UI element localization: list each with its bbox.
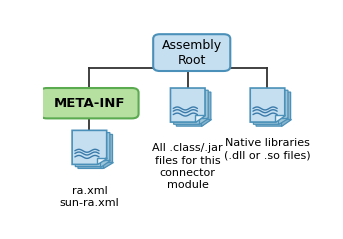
Text: Native libraries
(.dll or .so files): Native libraries (.dll or .so files) bbox=[224, 138, 311, 160]
Polygon shape bbox=[201, 120, 211, 126]
Polygon shape bbox=[103, 162, 113, 168]
Polygon shape bbox=[275, 115, 285, 122]
Polygon shape bbox=[253, 90, 288, 124]
Polygon shape bbox=[174, 90, 208, 124]
FancyBboxPatch shape bbox=[40, 88, 139, 118]
Polygon shape bbox=[196, 115, 205, 122]
Polygon shape bbox=[78, 134, 113, 168]
Polygon shape bbox=[281, 120, 291, 126]
Polygon shape bbox=[250, 88, 285, 122]
Text: ra.xml
sun-ra.xml: ra.xml sun-ra.xml bbox=[60, 185, 119, 208]
Text: Assembly
Root: Assembly Root bbox=[162, 39, 222, 67]
Polygon shape bbox=[279, 118, 288, 124]
Polygon shape bbox=[256, 92, 291, 126]
Text: META-INF: META-INF bbox=[54, 97, 125, 110]
Polygon shape bbox=[100, 160, 110, 167]
FancyBboxPatch shape bbox=[153, 34, 230, 71]
Polygon shape bbox=[97, 158, 107, 164]
Polygon shape bbox=[75, 133, 110, 167]
Polygon shape bbox=[176, 92, 211, 126]
Text: All .class/.jar
files for this
connector
module: All .class/.jar files for this connector… bbox=[152, 143, 223, 190]
Polygon shape bbox=[199, 118, 208, 124]
Polygon shape bbox=[170, 88, 205, 122]
Polygon shape bbox=[72, 130, 107, 164]
